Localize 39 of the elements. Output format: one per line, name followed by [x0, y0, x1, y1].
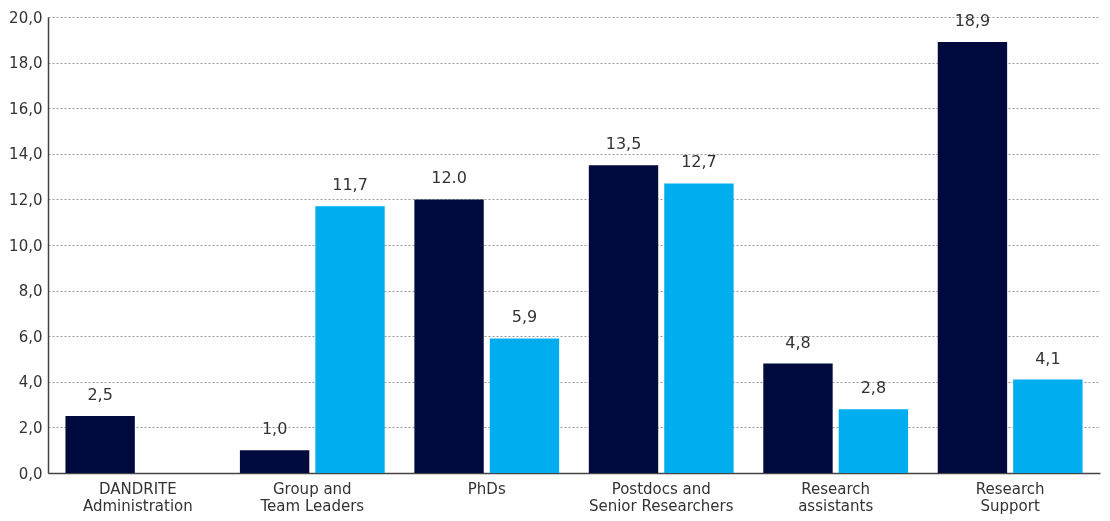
bar	[664, 183, 734, 473]
data-label: 2,5	[87, 385, 113, 404]
data-label: 13,5	[605, 134, 642, 154]
x-tick-label: DANDRITE Administration	[82, 479, 193, 515]
data-label: 4,8	[785, 332, 811, 352]
y-tick-label: 14,0	[9, 145, 43, 164]
y-tick-label: 8,0	[18, 282, 43, 301]
data-label: 12.0	[431, 168, 467, 188]
data-label: 1,0	[261, 419, 288, 439]
y-tick-label: 4,0	[18, 373, 43, 392]
bar	[588, 165, 659, 473]
x-tick-label: PhDs	[467, 479, 506, 498]
y-tick-label: 6,0	[18, 327, 43, 346]
bar	[315, 206, 385, 473]
bar	[937, 42, 1008, 473]
y-tick-label: 12,0	[9, 190, 43, 209]
y-tick-label: 2,0	[18, 418, 43, 437]
bar	[65, 416, 135, 473]
data-label: 12,7	[681, 152, 717, 172]
x-tick-label: Group and Team Leaders	[259, 479, 365, 515]
y-tick-label: 18,0	[9, 54, 43, 73]
x-tick-label: Research Support	[975, 479, 1045, 515]
data-label: 18,9	[954, 11, 991, 31]
x-tick-label: Postdocs and Senior Researchers	[588, 479, 734, 515]
bar	[1013, 379, 1083, 473]
bar	[763, 363, 833, 473]
bar	[414, 199, 484, 473]
data-label: 2,8	[860, 378, 887, 398]
bar	[838, 409, 909, 473]
y-tick-label: 10,0	[9, 236, 43, 255]
bar	[239, 450, 310, 473]
data-label: 4,1	[1035, 348, 1061, 368]
data-label: 5,9	[511, 307, 538, 327]
y-tick-label: 16,0	[9, 99, 43, 118]
bar	[489, 338, 560, 473]
y-tick-label: 20,0	[9, 8, 43, 27]
data-label: 11,7	[332, 175, 368, 195]
y-tick-label: 0,0	[18, 464, 43, 483]
x-tick-label: Research assistants	[798, 479, 874, 515]
